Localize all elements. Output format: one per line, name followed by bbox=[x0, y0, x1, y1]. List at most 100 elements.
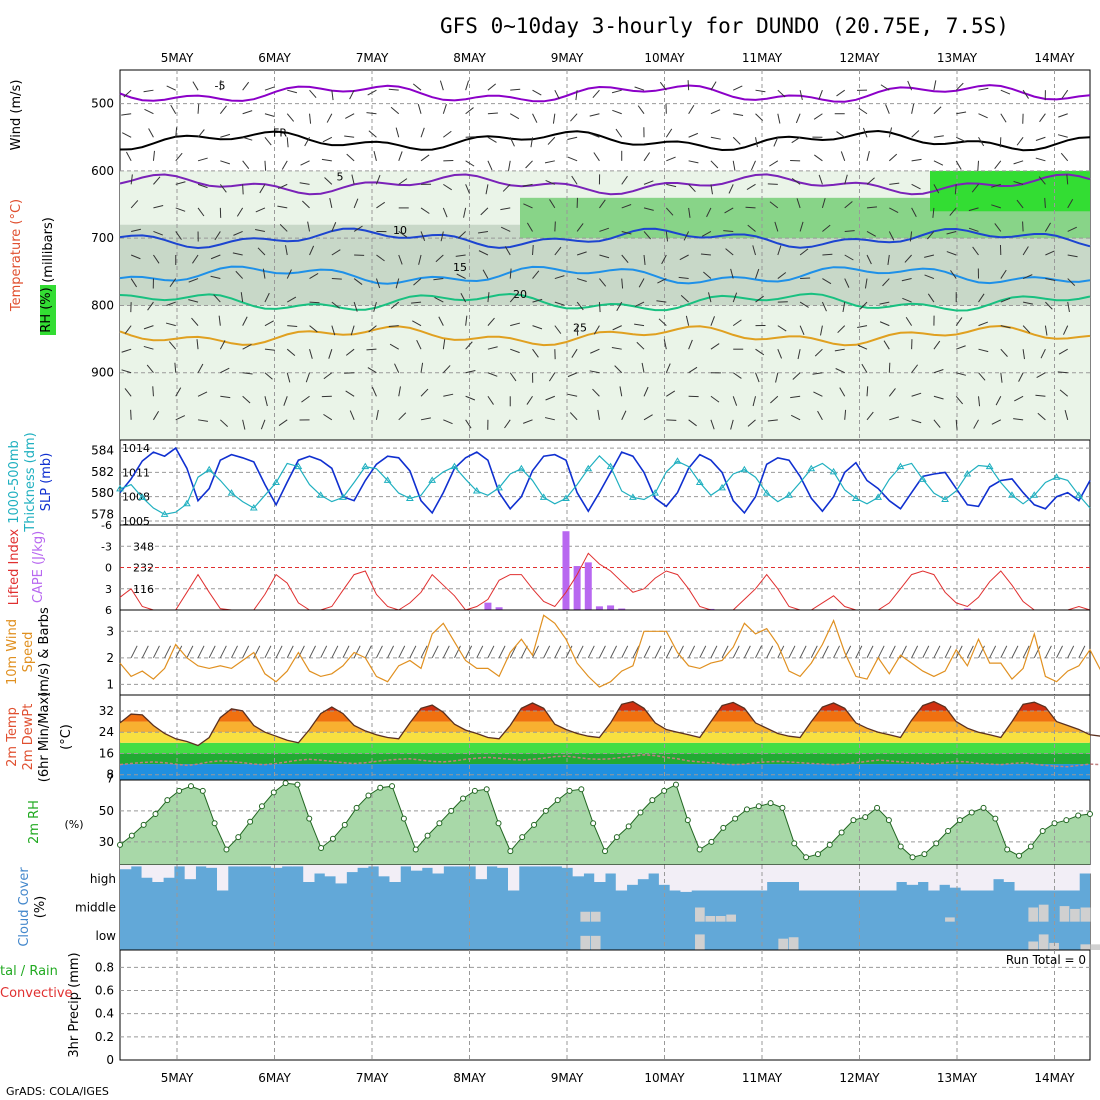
wind-barb bbox=[1044, 197, 1046, 208]
wind-barb bbox=[1063, 325, 1069, 335]
wind-barb bbox=[547, 136, 556, 145]
wind-barb bbox=[725, 248, 734, 256]
temp-contour-label: 25 bbox=[573, 322, 587, 335]
wind-barb bbox=[242, 419, 246, 430]
rh-marker bbox=[968, 809, 975, 816]
x-tick-label-bottom: 11MAY bbox=[742, 1071, 783, 1085]
wind-barb bbox=[214, 231, 221, 241]
surface-wind-barb bbox=[576, 645, 584, 659]
wind-barb bbox=[413, 278, 422, 286]
rh-tick-label: 50 bbox=[99, 804, 114, 818]
surface-wind-barb bbox=[710, 645, 718, 659]
wind-barb bbox=[706, 207, 712, 218]
high-cloud-gap bbox=[1079, 865, 1091, 874]
wind-barb bbox=[866, 206, 878, 209]
temp-contour-FR bbox=[119, 129, 1091, 152]
wind-barb bbox=[532, 325, 543, 330]
wind-barb bbox=[1000, 372, 1003, 383]
rh-marker bbox=[412, 846, 419, 853]
wind-barb bbox=[799, 325, 805, 336]
wind-barb bbox=[523, 203, 533, 209]
wind-barb bbox=[331, 278, 342, 280]
wind-barb bbox=[487, 395, 494, 405]
wind-barb bbox=[589, 370, 600, 374]
thickness-marker bbox=[539, 493, 548, 500]
thickness-marker bbox=[406, 494, 414, 501]
rh-marker bbox=[661, 787, 668, 794]
wind-barb bbox=[197, 419, 209, 422]
rh-marker bbox=[791, 840, 798, 847]
rh-marker bbox=[507, 848, 514, 855]
high-cloud-gap bbox=[184, 865, 196, 880]
wind-barb bbox=[634, 86, 645, 91]
rh-marker bbox=[921, 851, 928, 858]
temperature-axis-title-2: 2m DewPt bbox=[21, 704, 36, 771]
wind-barb bbox=[814, 348, 823, 357]
wind-barb bbox=[946, 230, 957, 235]
wind-panel: 1 2 3 10m Wind Speed (m/s) & Barbs bbox=[5, 607, 1100, 697]
high-cloud-gap bbox=[270, 865, 283, 868]
wind-barb bbox=[165, 322, 176, 327]
wind-barb bbox=[571, 175, 578, 185]
wind-barb bbox=[791, 177, 801, 185]
high-cloud-gap bbox=[152, 865, 164, 882]
rh-marker bbox=[590, 820, 597, 827]
rh-marker bbox=[1016, 852, 1023, 859]
wind-barb bbox=[130, 200, 139, 209]
high-cloud-gap bbox=[475, 865, 487, 880]
thickness-marker bbox=[361, 462, 370, 470]
rh-marker bbox=[164, 797, 171, 804]
wind-barb bbox=[232, 252, 243, 256]
wind-barb bbox=[723, 230, 734, 232]
wind-barb bbox=[770, 395, 779, 404]
thickness-tick-label: 578 bbox=[91, 507, 114, 521]
wind-barb bbox=[666, 183, 677, 188]
wind-barb bbox=[390, 106, 400, 115]
wind-barb bbox=[659, 81, 667, 91]
surface-wind-barb bbox=[554, 645, 562, 659]
high-cloud-gap bbox=[971, 865, 983, 891]
temperature-tick-label: 8 bbox=[106, 768, 114, 782]
thickness-marker bbox=[829, 467, 838, 475]
rh-marker bbox=[235, 834, 242, 841]
wind-barb bbox=[1040, 348, 1046, 359]
wind-barb bbox=[569, 412, 578, 421]
surface-wind-barb bbox=[286, 645, 294, 659]
cloud-spot-middle bbox=[580, 911, 591, 922]
cloud-spot-low bbox=[778, 938, 789, 950]
rh-marker bbox=[613, 834, 620, 841]
thickness-marker bbox=[116, 484, 124, 492]
temperature-axis-title-1: 2m Temp bbox=[5, 707, 20, 767]
wind-barb bbox=[438, 316, 444, 326]
precip-tick-label: 0.4 bbox=[95, 1007, 114, 1021]
cloud-spot-middle bbox=[1038, 904, 1049, 922]
temp-contour-10 bbox=[119, 227, 1091, 250]
wind-barb bbox=[570, 113, 578, 122]
wind-barb bbox=[1022, 325, 1031, 334]
wind-barb bbox=[907, 80, 913, 91]
cloud-spot-low bbox=[1080, 944, 1091, 950]
wind-barb bbox=[1067, 226, 1077, 232]
surface-wind-barb bbox=[465, 645, 473, 659]
wind-barb bbox=[800, 277, 811, 280]
precip-side-label-1: tal / Rain bbox=[0, 964, 58, 979]
wind-barb bbox=[510, 88, 521, 91]
high-cloud-gap bbox=[842, 865, 854, 891]
wind-barb bbox=[255, 229, 266, 232]
thickness-marker bbox=[294, 462, 303, 470]
rh-marker bbox=[992, 815, 999, 822]
wind-barb bbox=[309, 272, 319, 279]
surface-wind-barb bbox=[320, 645, 328, 659]
wind-barb bbox=[482, 269, 489, 279]
wind-barb bbox=[175, 415, 186, 421]
wind-barb bbox=[420, 154, 430, 162]
cloud-spot-middle bbox=[726, 914, 736, 922]
surface-wind-barb bbox=[420, 645, 428, 659]
high-cloud-gap bbox=[648, 865, 660, 874]
surface-wind-barb bbox=[610, 645, 618, 659]
wind-barb bbox=[978, 321, 989, 327]
wind-barb bbox=[1067, 198, 1074, 209]
high-cloud-gap bbox=[874, 865, 886, 891]
surface-wind-barb bbox=[186, 645, 194, 659]
